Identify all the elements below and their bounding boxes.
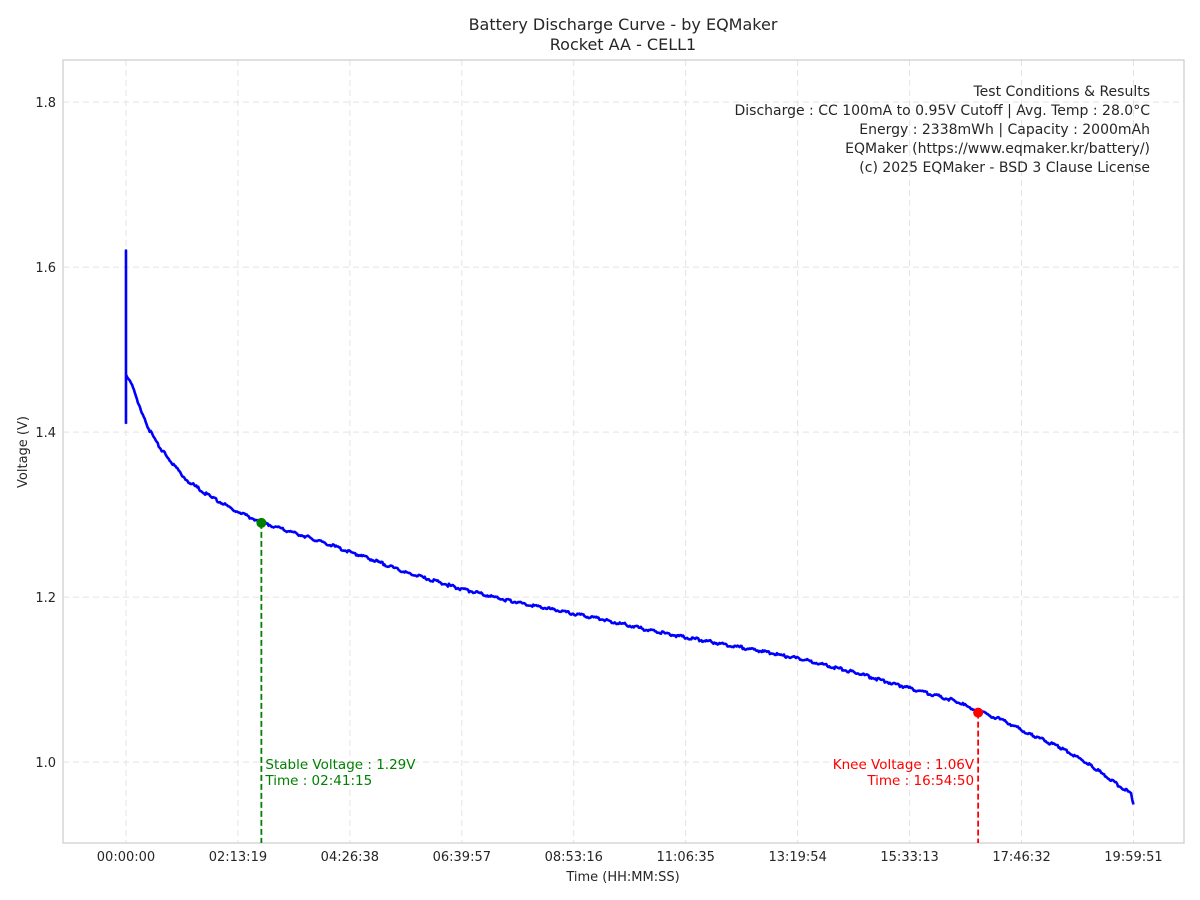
info-line: (c) 2025 EQMaker - BSD 3 Clause License [859, 160, 1150, 176]
x-tick-label: 11:06:35 [657, 850, 715, 865]
series-layer [124, 249, 1135, 805]
y-axis-ticks: 1.0 1.2 1.4 1.6 1.8 [35, 96, 56, 771]
x-tick-label: 04:26:38 [321, 850, 379, 865]
x-tick-label: 13:19:54 [768, 850, 826, 865]
y-tick-label: 1.8 [35, 96, 56, 111]
chart-title: Battery Discharge Curve - by EQMaker [469, 15, 778, 34]
info-line: Discharge : CC 100mA to 0.95V Cutoff | A… [734, 103, 1150, 119]
y-tick-label: 1.2 [35, 591, 56, 606]
x-tick-label: 00:00:00 [97, 850, 155, 865]
info-line: Test Conditions & Results [973, 84, 1151, 100]
x-axis-label: Time (HH:MM:SS) [565, 870, 679, 885]
x-tick-label: 15:33:13 [880, 850, 938, 865]
y-tick-label: 1.0 [35, 756, 56, 771]
info-line: Energy : 2338mWh | Capacity : 2000mAh [859, 122, 1150, 138]
knee-time-label: Time : 16:54:50 [866, 773, 974, 789]
stable-point [256, 517, 267, 528]
info-box: Test Conditions & Results Discharge : CC … [734, 84, 1150, 176]
plot-area-frame [62, 59, 1185, 844]
x-axis-ticks: 00:00:00 02:13:19 04:26:38 06:39:57 08:53:16… [97, 850, 1163, 865]
stable-time-label: Time : 02:41:15 [264, 773, 372, 789]
x-tick-label: 19:59:51 [1104, 850, 1162, 865]
y-axis-label: Voltage (V) [16, 416, 31, 488]
x-tick-label: 02:13:19 [209, 850, 267, 865]
x-tick-label: 06:39:57 [433, 850, 491, 865]
knee-voltage-label: Knee Voltage : 1.06V [833, 757, 975, 773]
x-tick-label: 08:53:16 [545, 850, 603, 865]
voltage-series-line [124, 249, 1135, 805]
knee-point [973, 707, 984, 718]
info-line: EQMaker (https://www.eqmaker.kr/battery/… [845, 141, 1150, 157]
chart-subtitle: Rocket AA - CELL1 [550, 35, 696, 54]
grid [63, 60, 1184, 843]
x-tick-label: 17:46:32 [992, 850, 1050, 865]
y-tick-label: 1.6 [35, 261, 56, 276]
stable-voltage-label: Stable Voltage : 1.29V [265, 757, 416, 773]
y-tick-label: 1.4 [35, 426, 56, 441]
